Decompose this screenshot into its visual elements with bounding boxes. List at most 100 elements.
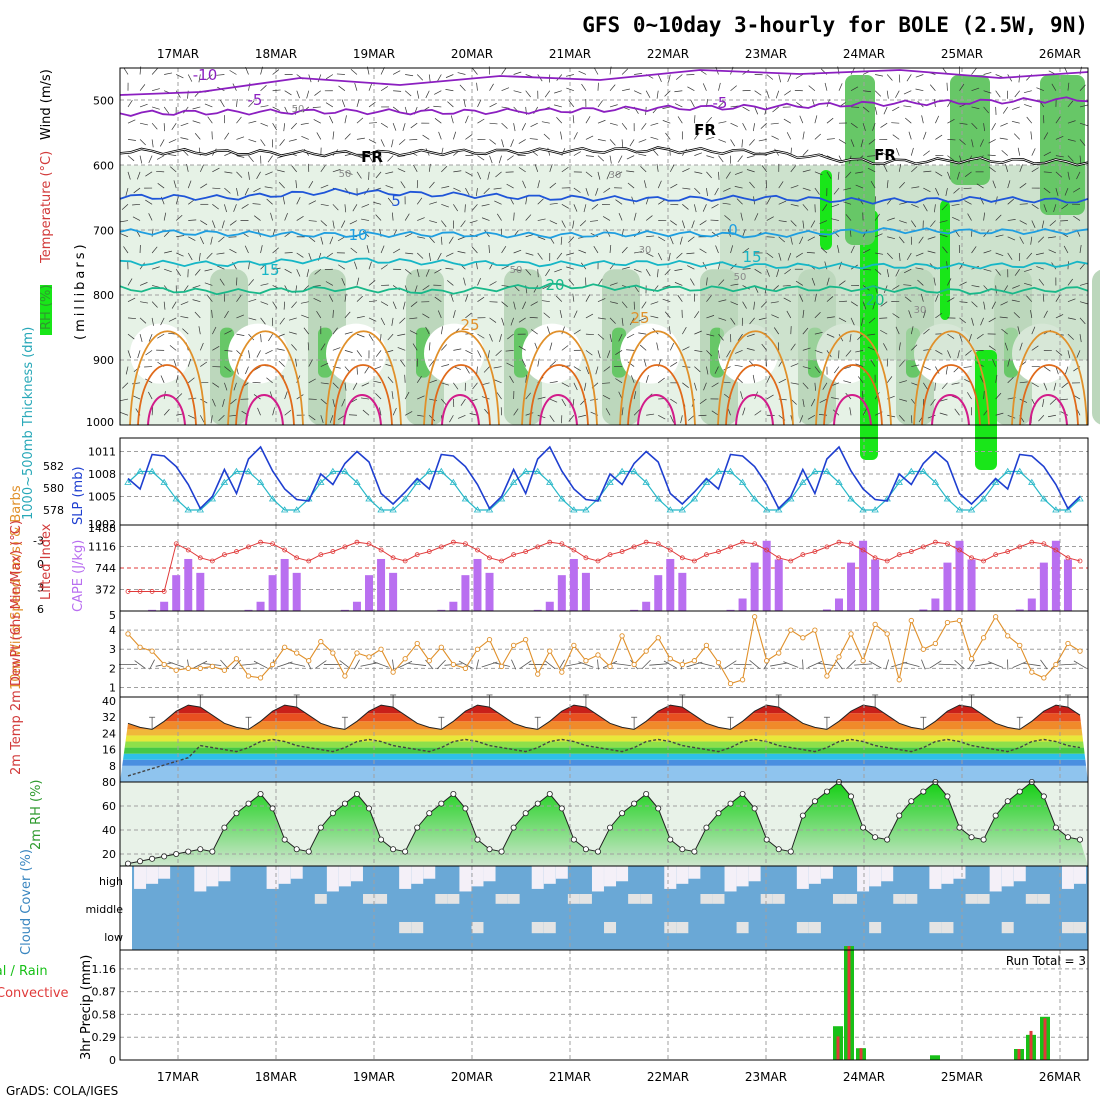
wind-barb bbox=[489, 122, 498, 125]
wind-barb bbox=[379, 155, 382, 164]
wind-barb bbox=[578, 414, 587, 418]
wind-speed-marker bbox=[173, 667, 179, 673]
wind-barb bbox=[706, 315, 715, 319]
wind-barb bbox=[549, 164, 553, 172]
wind-barb bbox=[1064, 187, 1069, 196]
wind-barb bbox=[715, 245, 719, 254]
wind-barb bbox=[947, 155, 955, 161]
wind-frame bbox=[119, 610, 1089, 698]
wind-speed-marker bbox=[390, 669, 396, 675]
li-marker bbox=[704, 552, 709, 558]
wind-barb bbox=[279, 317, 285, 325]
upper-frame bbox=[119, 67, 1089, 426]
wind-speed-marker bbox=[896, 677, 902, 683]
wind-barb bbox=[163, 230, 170, 238]
wind-barb bbox=[633, 90, 642, 95]
wind-barb bbox=[320, 184, 329, 189]
wind-barb bbox=[236, 98, 238, 107]
cape-label: CAPE (J/kg) bbox=[71, 540, 86, 612]
wind-barb bbox=[609, 317, 616, 324]
wind-barb bbox=[549, 220, 558, 225]
temp-contour-30 bbox=[529, 364, 589, 426]
wind-speed-marker bbox=[812, 627, 818, 633]
wind-barb bbox=[808, 85, 816, 91]
wind-barb bbox=[537, 396, 546, 400]
wind-barb bbox=[910, 326, 914, 335]
wind-barb bbox=[1079, 84, 1086, 91]
wind-barb bbox=[192, 299, 201, 303]
wind-barb bbox=[483, 366, 490, 373]
wind-barb bbox=[963, 187, 972, 190]
cloud-cover-block bbox=[965, 894, 978, 904]
cape-bar bbox=[642, 601, 651, 611]
wind-barb bbox=[770, 122, 779, 125]
wind-barb bbox=[236, 171, 243, 178]
wind-speed-marker bbox=[1041, 675, 1047, 681]
wind-barb bbox=[236, 294, 242, 302]
wind-barb bbox=[278, 182, 285, 189]
wind-barb bbox=[398, 139, 406, 145]
credit: GrADS: COLA/IGES bbox=[6, 1084, 118, 1098]
date-label-bottom: 20MAR bbox=[451, 1070, 493, 1084]
wind-barb bbox=[283, 123, 286, 132]
surface-wind-barb bbox=[315, 660, 327, 669]
wind-barb bbox=[453, 170, 462, 173]
wind-barb bbox=[874, 268, 882, 275]
wind-barb bbox=[192, 106, 201, 110]
li-marker bbox=[969, 555, 974, 561]
wind-barb bbox=[489, 281, 497, 286]
wind-barb bbox=[573, 310, 578, 319]
wind-barb bbox=[609, 139, 616, 146]
wind-barb bbox=[995, 392, 1002, 400]
wind-barb bbox=[509, 375, 514, 383]
wind-barb bbox=[151, 122, 158, 130]
wind-barb bbox=[819, 398, 828, 403]
wind-speed-marker bbox=[318, 638, 324, 645]
wind-barb bbox=[136, 171, 141, 180]
cloud-cover-block bbox=[471, 922, 484, 934]
thickness-marker bbox=[401, 495, 409, 502]
wind-barb bbox=[910, 415, 913, 424]
wind-barb bbox=[790, 185, 799, 189]
wind-barb bbox=[463, 277, 466, 286]
wind-barb bbox=[621, 266, 630, 270]
wind-barb bbox=[373, 366, 382, 370]
date-label-top: 23MAR bbox=[745, 47, 787, 61]
wind-barb bbox=[920, 293, 924, 302]
wind-barb bbox=[449, 415, 454, 423]
wind-barb bbox=[380, 86, 388, 92]
wind-barb bbox=[595, 187, 599, 196]
date-label-top: 20MAR bbox=[451, 47, 493, 61]
wind-barb bbox=[513, 268, 522, 272]
wind-speed-marker bbox=[450, 661, 457, 668]
thickness-marker bbox=[835, 478, 843, 485]
wind-barb bbox=[559, 310, 563, 318]
cloud-cover-block bbox=[411, 866, 424, 884]
thickness-marker bbox=[895, 478, 903, 485]
wind-barb bbox=[501, 67, 507, 75]
wind-barb bbox=[453, 204, 459, 212]
li-marker bbox=[258, 539, 263, 545]
surface-wind-barb bbox=[663, 660, 677, 669]
wind-barb bbox=[826, 296, 834, 302]
wind-speed-marker bbox=[908, 617, 914, 624]
wind-barb bbox=[640, 166, 647, 173]
wind-barb bbox=[341, 277, 346, 286]
wind-barb bbox=[228, 414, 237, 417]
rh-marker bbox=[655, 805, 662, 812]
wind-barb bbox=[537, 252, 543, 260]
wind-barb bbox=[188, 219, 197, 221]
wind-barb bbox=[276, 348, 285, 351]
wind-barb bbox=[682, 346, 690, 351]
date-label-bottom: 19MAR bbox=[353, 1070, 395, 1084]
wind-barb bbox=[457, 251, 466, 254]
wind-barb bbox=[778, 181, 784, 189]
cloud-cover-block bbox=[953, 866, 966, 879]
wind-barb bbox=[947, 297, 955, 302]
wind-barb bbox=[368, 317, 377, 322]
temp-contour-25 bbox=[717, 330, 794, 426]
wind-barb bbox=[465, 312, 472, 319]
wind-barb bbox=[344, 311, 351, 319]
wind-barb bbox=[392, 123, 397, 131]
wind-barb bbox=[699, 220, 707, 226]
